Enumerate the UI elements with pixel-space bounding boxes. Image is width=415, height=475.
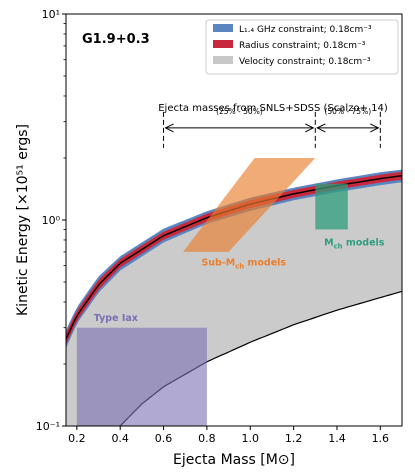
y-tick-label: 10⁰ [42, 214, 61, 227]
legend: L₁.₄ GHz constraint; 0.18cm⁻³ Radius cons… [205, 19, 399, 75]
x-tick-label: 0.4 [111, 432, 129, 445]
ejecta-mass-ranges [163, 111, 381, 148]
ejecta-masses-title: Ejecta masses from SNLS+SDSS (Scalzo+ 14… [158, 103, 388, 114]
type-iax-region [76, 327, 207, 426]
legend-label: L₁.₄ GHz constraint; 0.18cm⁻³ [239, 25, 372, 35]
panel-label: G1.9+0.3 [82, 32, 150, 47]
type-iax-label: Type Iax [94, 313, 138, 324]
y-tick-label: 10¹ [42, 8, 60, 21]
y-tick-label: 10⁻¹ [36, 420, 60, 433]
legend-label: Radius constraint; 0.18cm⁻³ [239, 41, 366, 51]
range-left-label: (25% - 50%) [216, 107, 263, 116]
legend-label: Velocity constraint; 0.18cm⁻³ [239, 57, 371, 67]
y-axis-ticks: 10⁻¹ 10⁰ 10¹ [36, 8, 66, 433]
mch-models-label: Mch models [324, 238, 385, 251]
x-tick-label: 0.2 [68, 432, 86, 445]
x-axis-ticks: 0.2 0.4 0.6 0.8 1.0 1.2 1.4 1.6 [68, 426, 389, 445]
x-axis-label: Ejecta Mass [M⊙] [173, 452, 295, 468]
y-axis-label: Kinetic Energy [×10⁵¹ ergs] [15, 124, 31, 316]
mch-models-region [315, 183, 348, 230]
sub-mch-models-region [183, 158, 316, 252]
range-left-arrow-head-right [305, 123, 315, 133]
legend-box [205, 19, 399, 75]
legend-swatch [213, 24, 233, 32]
model-regions-layer [76, 158, 348, 426]
x-tick-label: 1.0 [242, 432, 260, 445]
x-tick-label: 1.4 [328, 432, 346, 445]
x-tick-label: 1.2 [285, 432, 303, 445]
x-tick-label: 0.8 [198, 432, 216, 445]
range-right-arrow-head-left [316, 123, 326, 133]
range-right-arrow-head-right [370, 123, 380, 133]
range-right-label: (50% - 75%) [324, 107, 371, 116]
sub-mch-models-label: Sub-Mch models [201, 258, 286, 271]
x-tick-label: 1.6 [372, 432, 390, 445]
legend-swatch [213, 56, 233, 64]
legend-swatch [213, 40, 233, 48]
range-left-arrow-head-left [164, 123, 174, 133]
x-tick-label: 0.6 [155, 432, 173, 445]
